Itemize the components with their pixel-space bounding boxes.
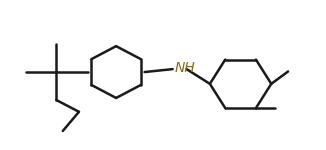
Text: NH: NH (174, 61, 195, 75)
